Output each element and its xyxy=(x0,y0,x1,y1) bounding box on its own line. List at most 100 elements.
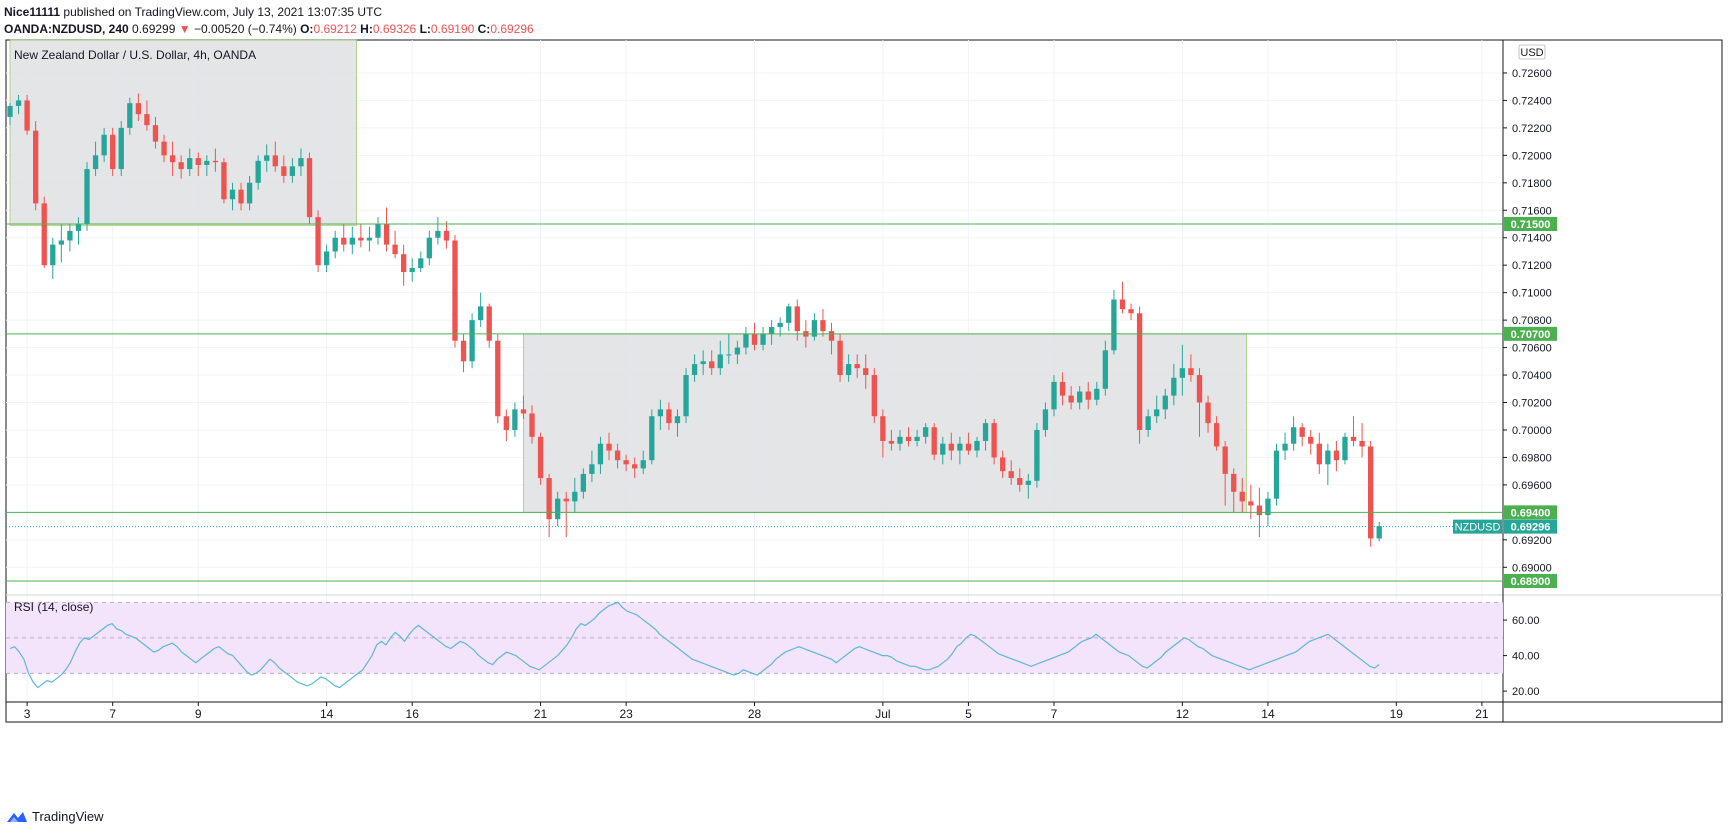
price-tick-label: 0.72400 xyxy=(1512,95,1552,107)
price-change: −0.00520 (−0.74%) xyxy=(194,22,297,36)
candle-down xyxy=(1239,491,1245,502)
price-tick-label: 0.72000 xyxy=(1512,150,1552,162)
candle-down xyxy=(1256,505,1263,516)
candle-down xyxy=(948,443,954,451)
candle-up xyxy=(982,423,989,441)
candle-down xyxy=(486,306,492,341)
candle-down xyxy=(1008,471,1014,479)
candle-up xyxy=(298,158,304,167)
low-label: L: xyxy=(419,22,431,36)
candle-up xyxy=(1025,480,1031,485)
candle-up xyxy=(1145,416,1151,430)
candle-down xyxy=(1188,368,1194,376)
candle-up xyxy=(743,333,749,348)
candle-down xyxy=(41,203,47,266)
time-tick-label: 7 xyxy=(1051,707,1058,721)
candle-down xyxy=(871,375,877,417)
tradingview-brand: TradingView xyxy=(32,809,104,824)
candle-up xyxy=(15,100,22,106)
candle-down xyxy=(529,413,535,437)
candle-up xyxy=(264,155,270,161)
level-badge xyxy=(1504,326,1557,341)
candle-down xyxy=(1359,440,1365,447)
candle-up xyxy=(717,354,723,369)
candle-up xyxy=(1042,409,1049,430)
time-tick-label: 23 xyxy=(619,707,633,721)
candle-up xyxy=(768,326,775,334)
candle-down xyxy=(1119,299,1126,310)
candle-up xyxy=(940,443,946,455)
symbol-name: OANDA:NZDUSD, 240 xyxy=(4,22,129,36)
publisher-name[interactable]: Nice11111 xyxy=(4,5,61,19)
candle-down xyxy=(880,416,886,441)
candle-down xyxy=(1059,381,1066,396)
candle-down xyxy=(1231,473,1237,492)
candle-down xyxy=(1299,427,1305,437)
current-symbol: NZDUSD xyxy=(1455,522,1501,534)
candle-up xyxy=(700,361,706,365)
candle-up xyxy=(426,237,432,259)
level-label: 0.69400 xyxy=(1511,507,1551,519)
price-tick-label: 0.70200 xyxy=(1512,398,1552,410)
candle-up xyxy=(734,347,741,355)
high-label: H: xyxy=(360,22,373,36)
candle-up xyxy=(92,155,99,170)
level-badge xyxy=(1504,505,1557,520)
candle-down xyxy=(1205,402,1211,424)
candle-down xyxy=(520,409,527,414)
candle-up xyxy=(811,320,818,337)
candle-down xyxy=(178,162,184,170)
candle-down xyxy=(1367,446,1374,539)
candle-up xyxy=(289,166,296,176)
level-label: 0.71500 xyxy=(1511,219,1551,231)
candle-down xyxy=(495,340,501,417)
candle-up xyxy=(67,230,73,241)
candle-up xyxy=(897,436,903,444)
candle-down xyxy=(709,361,715,369)
candle-up xyxy=(1162,395,1168,410)
candle-up xyxy=(246,182,253,204)
candle-down xyxy=(1333,450,1340,461)
price-tick-label: 0.72600 xyxy=(1512,68,1552,80)
candle-up xyxy=(760,333,766,345)
candle-down xyxy=(238,189,244,204)
candle-down xyxy=(110,134,116,170)
candle-down xyxy=(144,114,150,126)
price-tick-label: 0.69800 xyxy=(1512,452,1552,464)
candle-up xyxy=(1102,350,1109,389)
candle-up xyxy=(204,160,210,165)
candle-down xyxy=(1068,395,1074,403)
candle-up xyxy=(118,127,124,170)
candle-up xyxy=(127,103,133,128)
candle-down xyxy=(341,237,347,245)
time-tick-label: 21 xyxy=(1475,707,1489,721)
price-tick-label: 0.69200 xyxy=(1512,535,1552,547)
last-price: 0.69299 xyxy=(132,22,176,36)
candle-down xyxy=(195,158,201,165)
candle-up xyxy=(255,160,261,183)
candle-down xyxy=(666,409,672,424)
low-value: 0.69190 xyxy=(430,22,475,36)
candle-up xyxy=(418,258,424,268)
candle-up xyxy=(845,364,852,376)
candle-up xyxy=(922,427,929,437)
high-value: 0.69326 xyxy=(372,22,417,36)
candle-up xyxy=(777,322,783,327)
candle-up xyxy=(957,443,963,451)
candle-down xyxy=(623,460,629,465)
candle-up xyxy=(1111,299,1117,351)
rsi-tick-label: 40.00 xyxy=(1512,651,1540,663)
price-tick-label: 0.71200 xyxy=(1512,260,1552,272)
candle-down xyxy=(392,244,398,255)
candle-down xyxy=(1213,423,1220,447)
time-tick-label: 3 xyxy=(24,707,31,721)
candle-down xyxy=(460,340,467,362)
candle-up xyxy=(1094,388,1100,400)
open-label: O: xyxy=(300,22,314,36)
price-tick-label: 0.70600 xyxy=(1512,343,1552,355)
candle-down xyxy=(443,230,450,241)
candle-up xyxy=(435,230,441,238)
tradingview-footer[interactable]: TradingView xyxy=(6,809,104,824)
candle-up xyxy=(683,375,689,417)
